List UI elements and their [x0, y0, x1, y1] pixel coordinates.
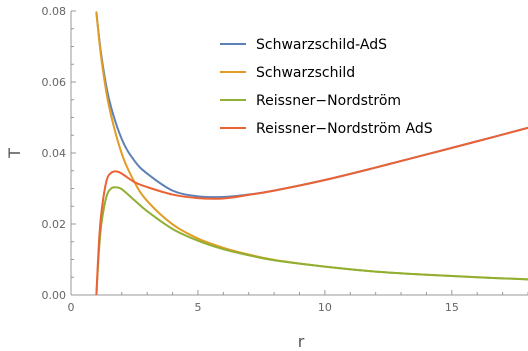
x-tick-label: 5 — [194, 301, 201, 314]
x-tick-label: 0 — [68, 301, 75, 314]
x-tick-label: 15 — [445, 301, 459, 314]
y-tick-label: 0.02 — [42, 218, 67, 231]
y-tick-label: 0.00 — [42, 289, 67, 302]
axes: 0 5 10 15 0.00 0.02 0.04 0.06 0.08 — [42, 5, 528, 314]
series-line-3 — [95, 186, 528, 295]
series-lines — [95, 11, 528, 295]
y-tick-label: 0.08 — [42, 5, 67, 18]
series-line-4 — [95, 126, 528, 295]
legend-label-3: Reissner−Nordström — [256, 93, 401, 109]
y-tick-label: 0.04 — [42, 147, 67, 160]
legend-label-1: Schwarzschild-AdS — [256, 37, 387, 53]
y-tick-label: 0.06 — [42, 76, 67, 89]
y-axis-title: T — [5, 148, 24, 159]
x-axis-title: r — [298, 332, 305, 351]
legend: Schwarzschild-AdS Schwarzschild Reissner−N… — [220, 37, 433, 137]
legend-label-2: Schwarzschild — [256, 65, 355, 81]
legend-label-4: Reissner−Nordström AdS — [256, 121, 433, 137]
x-tick-label: 10 — [318, 301, 332, 314]
